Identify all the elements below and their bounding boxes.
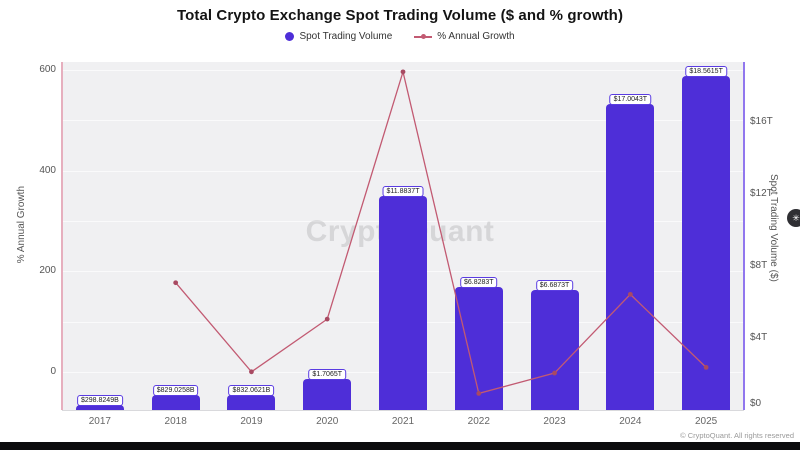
growth-legend-line-icon: [414, 33, 433, 39]
annual-growth-marker[interactable]: [400, 69, 406, 75]
annual-growth-marker[interactable]: [476, 390, 482, 396]
right-axis-spine: [743, 62, 745, 410]
annual-growth-marker[interactable]: [324, 316, 330, 322]
bottom-black-strip: [0, 442, 800, 450]
chart-title: Total Crypto Exchange Spot Trading Volum…: [176, 7, 624, 24]
annual-growth-marker[interactable]: [249, 369, 254, 375]
left-axis-tick: 0: [50, 366, 56, 377]
bar-value-label: $6.8283T: [459, 277, 498, 289]
x-axis-label: 2018: [164, 416, 187, 427]
spot-volume-legend-dot-icon: [285, 32, 295, 41]
x-axis-label: 2025: [694, 416, 718, 427]
right-axis-tick: $16T: [750, 115, 773, 127]
left-axis-tick: 200: [39, 265, 56, 277]
legend-label: Spot Trading Volume: [299, 31, 393, 42]
bar-2024[interactable]: [606, 103, 655, 410]
left-axis-tick: 600: [39, 64, 56, 76]
bar-2017[interactable]: [75, 404, 124, 410]
grid-line: [62, 120, 744, 122]
right-axis-tick: $0: [750, 398, 762, 409]
growth-legend-dot-icon: [421, 33, 427, 39]
bar-value-label: $829.0258B: [152, 385, 199, 397]
left-axis-tick: 400: [39, 164, 56, 176]
annual-growth-marker[interactable]: [173, 280, 179, 286]
annual-growth-line: [175, 69, 707, 395]
annual-growth-marker[interactable]: [703, 364, 709, 370]
x-axis-label: 2024: [619, 416, 642, 427]
grid-line: [62, 170, 744, 172]
x-axis-label: 2020: [316, 416, 339, 427]
bar-2021[interactable]: [379, 196, 427, 410]
copyright-text: © CryptoQuant. All rights reserved: [680, 431, 794, 440]
bar-value-label: $1.7065T: [308, 369, 347, 381]
right-axis-tick: $4T: [750, 331, 768, 343]
annual-growth-marker[interactable]: [627, 291, 633, 297]
x-axis-label: 2017: [88, 416, 111, 427]
left-axis-spine: [61, 62, 63, 410]
legend-label: % Annual Growth: [437, 31, 515, 42]
legend-item-spot-trading-volume[interactable]: Spot Trading Volume: [285, 31, 392, 42]
bar-2019[interactable]: [227, 395, 276, 410]
x-axis-label: 2023: [543, 416, 566, 427]
chart-legend: Spot Trading Volume % Annual Growth: [0, 31, 800, 42]
bar-2025[interactable]: [682, 75, 731, 410]
bar-2020[interactable]: [303, 379, 352, 410]
bar-2023[interactable]: [530, 289, 579, 410]
bar-value-label: $6.6873T: [535, 279, 574, 291]
annual-growth-marker[interactable]: [552, 370, 557, 376]
right-axis-tick: $8T: [750, 259, 768, 271]
bar-value-label: $18.5615T: [685, 65, 727, 77]
floating-assistant-button[interactable]: ✳: [787, 209, 800, 227]
right-axis-title: Spot Trading Volume ($): [768, 174, 779, 282]
bar-value-label: $298.8249B: [76, 394, 123, 406]
bar-value-label: $832.0621B: [228, 385, 275, 397]
x-axis-label: 2022: [467, 416, 490, 427]
bar-value-label: $11.8837T: [382, 186, 424, 198]
legend-item-annual-growth[interactable]: % Annual Growth: [414, 31, 515, 42]
x-axis-label: 2019: [240, 416, 263, 427]
right-axis-tick: $12T: [750, 187, 773, 199]
bar-value-label: $17.0043T: [609, 93, 652, 105]
x-axis-label: 2021: [391, 416, 415, 427]
bar-2018[interactable]: [151, 395, 200, 410]
